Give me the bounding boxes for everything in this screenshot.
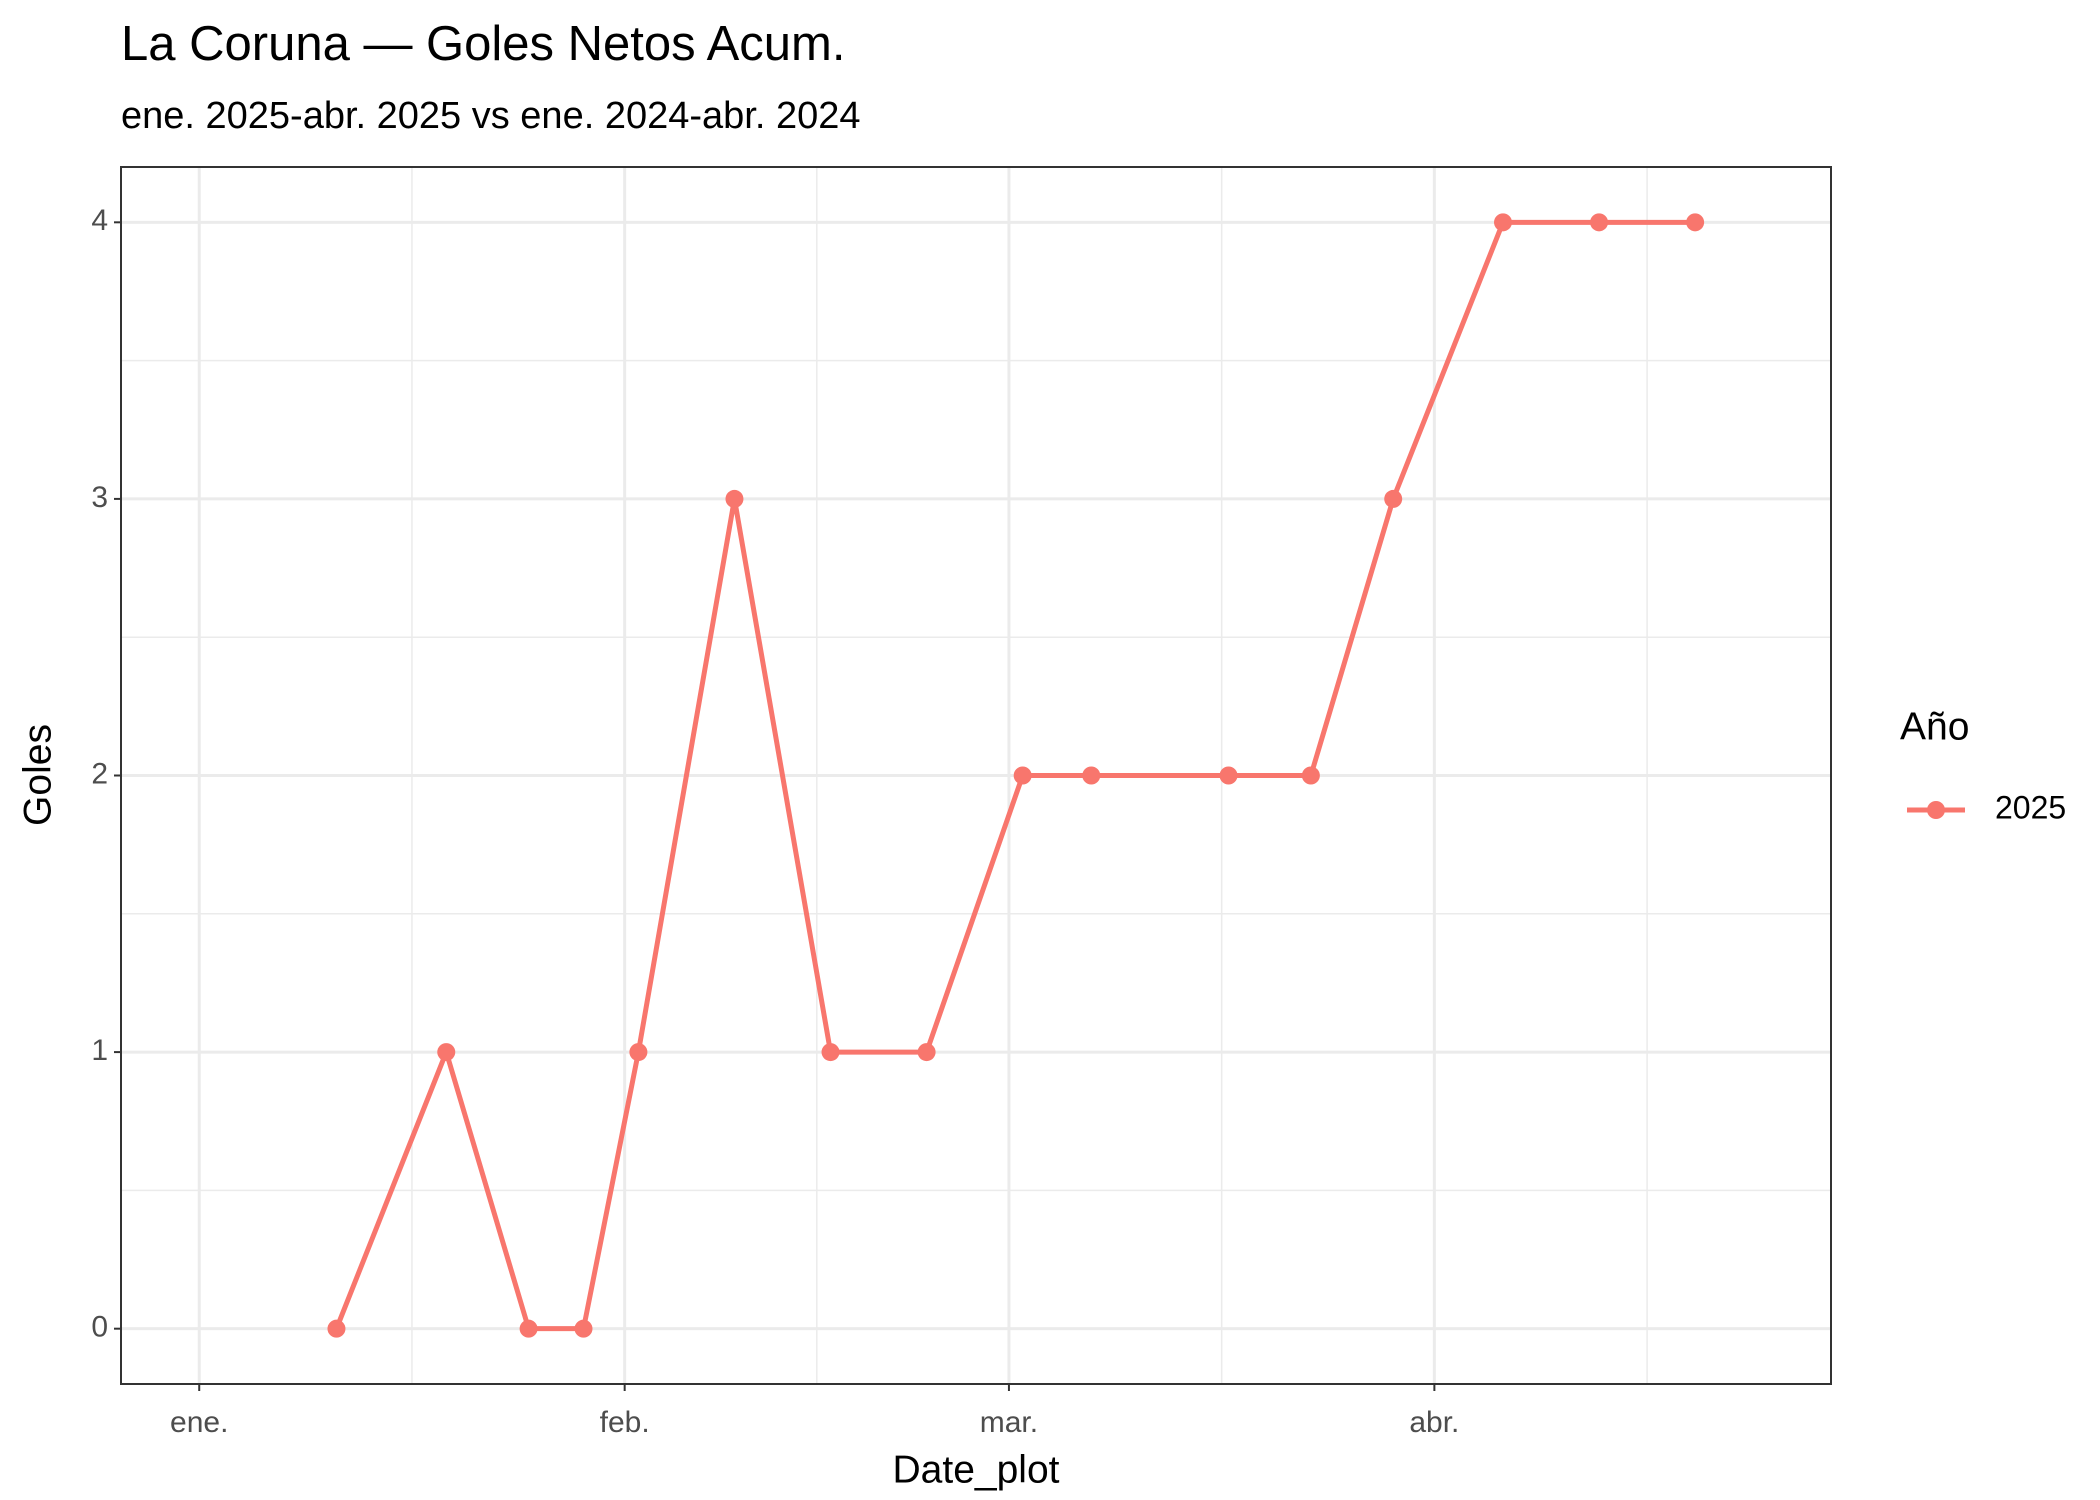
data-point xyxy=(519,1319,538,1338)
series-line xyxy=(334,219,1696,1332)
data-point xyxy=(574,1319,593,1338)
data-point xyxy=(725,489,744,508)
data-point xyxy=(437,1043,456,1062)
x-tick-label: mar. xyxy=(980,1406,1038,1439)
data-point xyxy=(1219,766,1238,785)
data-point xyxy=(1590,213,1609,232)
y-tick-label: 2 xyxy=(91,757,108,790)
x-axis-title: Date_plot xyxy=(893,1448,1060,1491)
chart-subtitle: ene. 2025-abr. 2025 vs ene. 2024-abr. 20… xyxy=(121,95,860,137)
x-tick-label: feb. xyxy=(600,1406,650,1439)
data-point xyxy=(1013,766,1032,785)
y-axis-title: Goles xyxy=(16,724,59,826)
data-point xyxy=(917,1043,936,1062)
data-point xyxy=(1384,489,1403,508)
legend-label: 2025 xyxy=(1995,789,2066,825)
x-tick-label: abr. xyxy=(1409,1406,1459,1439)
legend-title: Año xyxy=(1900,705,1969,748)
y-tick-label: 3 xyxy=(91,481,108,514)
plot-border xyxy=(120,166,1832,1385)
data-point xyxy=(1686,213,1705,232)
data-point xyxy=(1493,213,1512,232)
data-point xyxy=(629,1043,648,1062)
data-point xyxy=(821,1043,840,1062)
data-point xyxy=(1301,766,1320,785)
legend-key-point xyxy=(1927,801,1945,819)
x-tick-label: ene. xyxy=(170,1406,228,1439)
chart-title: La Coruna — Goles Netos Acum. xyxy=(121,17,845,71)
data-point xyxy=(327,1319,346,1338)
y-tick-label: 0 xyxy=(91,1311,108,1344)
data-point xyxy=(1082,766,1101,785)
y-tick-label: 4 xyxy=(91,204,108,237)
y-tick-label: 1 xyxy=(91,1034,108,1067)
